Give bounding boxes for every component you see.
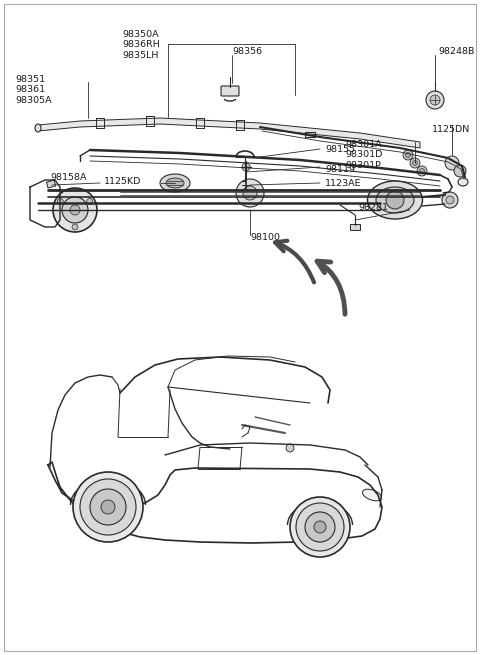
Text: 98119: 98119 — [325, 165, 355, 174]
Text: 98100: 98100 — [250, 233, 280, 242]
Circle shape — [454, 165, 466, 177]
Text: 98301A
98301D
98301P: 98301A 98301D 98301P — [345, 140, 383, 170]
Circle shape — [73, 472, 143, 542]
Ellipse shape — [166, 178, 184, 188]
Text: 1123AE: 1123AE — [325, 179, 361, 188]
Circle shape — [412, 160, 418, 166]
Circle shape — [430, 95, 440, 105]
Text: 98356: 98356 — [232, 47, 262, 56]
Ellipse shape — [368, 181, 422, 219]
Circle shape — [386, 191, 404, 209]
Circle shape — [242, 163, 250, 171]
Text: 98158A: 98158A — [50, 173, 86, 182]
Circle shape — [420, 168, 424, 174]
Circle shape — [286, 444, 294, 452]
Text: 98351
98361
98305A: 98351 98361 98305A — [15, 75, 52, 105]
Circle shape — [296, 503, 344, 551]
Circle shape — [417, 166, 427, 176]
Ellipse shape — [376, 187, 414, 213]
Circle shape — [72, 224, 78, 230]
Ellipse shape — [160, 174, 190, 192]
Text: 98281: 98281 — [358, 203, 388, 212]
Circle shape — [90, 489, 126, 525]
Circle shape — [101, 500, 115, 514]
Circle shape — [305, 512, 335, 542]
Circle shape — [57, 198, 63, 204]
Circle shape — [62, 197, 88, 223]
Circle shape — [314, 521, 326, 533]
Circle shape — [406, 153, 410, 157]
Text: 1125KD: 1125KD — [104, 177, 142, 186]
Ellipse shape — [458, 178, 468, 186]
Ellipse shape — [35, 124, 41, 132]
Text: 98155: 98155 — [325, 145, 355, 154]
Circle shape — [53, 188, 97, 232]
Polygon shape — [38, 118, 420, 148]
Ellipse shape — [362, 489, 382, 501]
Text: 1125DN: 1125DN — [432, 125, 470, 134]
Text: 98248B: 98248B — [438, 47, 474, 56]
FancyBboxPatch shape — [221, 86, 239, 96]
Circle shape — [243, 186, 257, 200]
Circle shape — [236, 179, 264, 207]
Bar — [350, 224, 360, 230]
Circle shape — [403, 150, 413, 160]
Circle shape — [87, 198, 93, 204]
Circle shape — [410, 158, 420, 168]
Circle shape — [70, 205, 80, 215]
Circle shape — [445, 156, 459, 170]
Circle shape — [426, 91, 444, 109]
Circle shape — [290, 497, 350, 557]
Bar — [47, 180, 56, 188]
Circle shape — [80, 479, 136, 535]
Circle shape — [442, 192, 458, 208]
Text: 98350A
9836RH
9835LH: 98350A 9836RH 9835LH — [122, 30, 160, 60]
Circle shape — [446, 196, 454, 204]
